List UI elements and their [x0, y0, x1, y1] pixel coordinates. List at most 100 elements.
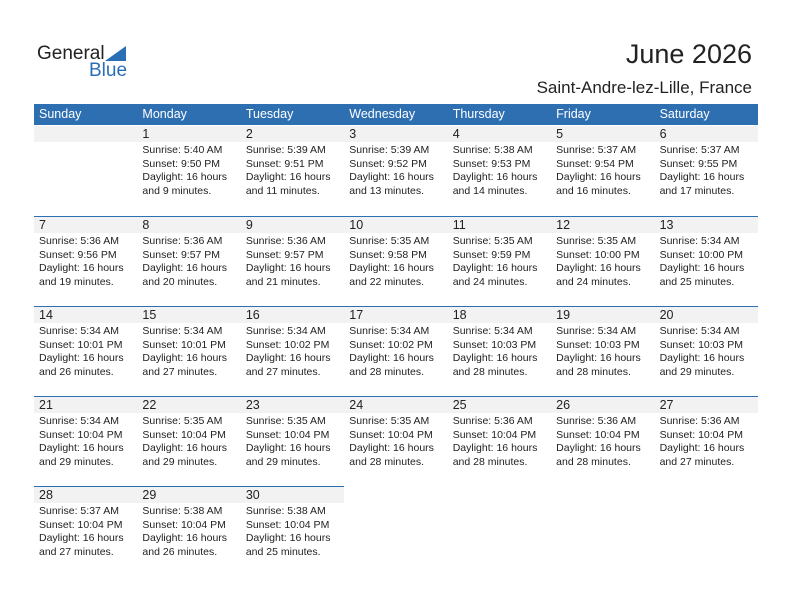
day-cell: 22 Sunrise: 5:35 AM Sunset: 10:04 PM Daylig… [137, 396, 241, 486]
day-info: Sunrise: 5:34 AM Sunset: 10:03 PM Daylight… [551, 323, 654, 379]
sunset-text: Sunset: 10:03 PM [452, 338, 537, 351]
day-number: 18 [447, 307, 552, 323]
day-cell: 20 Sunrise: 5:34 AM Sunset: 10:03 PM Daylig… [654, 306, 758, 396]
day-info: Sunrise: 5:38 AM Sunset: 10:04 PM Daylight… [137, 503, 240, 559]
daylight2-text: and 22 minutes. [349, 275, 424, 288]
daylight2-text: and 27 minutes. [245, 365, 321, 378]
sunset-text: Sunset: 10:04 PM [245, 428, 330, 441]
day-cell: 15 Sunrise: 5:34 AM Sunset: 10:01 PM Daylig… [137, 306, 241, 396]
daylight2-text: and 21 minutes. [245, 275, 321, 288]
day-number: 1 [137, 126, 241, 142]
sunrise-text: Sunrise: 5:35 AM [349, 415, 430, 427]
daylight1-text: Daylight: 16 hours [245, 262, 331, 274]
sunrise-text: Sunrise: 5:37 AM [659, 144, 740, 156]
day-info: Sunrise: 5:36 AM Sunset: 9:56 PM Daylight:… [34, 233, 137, 289]
day-cell: 27 Sunrise: 5:36 AM Sunset: 10:04 PM Daylig… [654, 396, 758, 486]
sunrise-text: Sunrise: 5:34 AM [659, 235, 740, 247]
sunset-text: Sunset: 10:04 PM [659, 428, 744, 441]
daylight2-text: and 28 minutes. [349, 455, 424, 468]
sunset-text: Sunset: 9:50 PM [142, 157, 221, 170]
day-info: Sunrise: 5:35 AM Sunset: 9:58 PM Daylight:… [344, 233, 447, 289]
day-number: 7 [34, 217, 138, 233]
sunrise-text: Sunrise: 5:39 AM [245, 144, 326, 156]
daylight2-text: and 16 minutes. [556, 184, 631, 197]
day-number: 16 [240, 307, 345, 323]
day-info: Sunrise: 5:36 AM Sunset: 10:04 PM Daylight… [551, 413, 654, 469]
day-number: 12 [551, 217, 655, 233]
day-number: 30 [240, 487, 345, 503]
daylight1-text: Daylight: 16 hours [349, 262, 434, 274]
daylight1-text: Daylight: 16 hours [556, 352, 641, 364]
sunrise-text: Sunrise: 5:37 AM [556, 144, 637, 156]
daylight1-text: Daylight: 16 hours [142, 262, 228, 274]
daylight2-text: and 28 minutes. [452, 365, 528, 378]
sunset-text: Sunset: 10:04 PM [39, 518, 123, 531]
day-number: 3 [344, 126, 448, 142]
day-info: Sunrise: 5:35 AM Sunset: 10:04 PM Daylight… [344, 413, 447, 469]
day-cell: 13 Sunrise: 5:34 AM Sunset: 10:00 PM Daylig… [654, 216, 758, 306]
sunset-text: Sunset: 10:04 PM [556, 428, 640, 441]
weekday-header: Sunday Monday Tuesday Wednesday Thursday… [34, 104, 758, 125]
day-info: Sunrise: 5:35 AM Sunset: 10:04 PM Daylight… [241, 413, 344, 469]
sunrise-text: Sunrise: 5:34 AM [39, 325, 119, 337]
logo-text-blue: Blue [89, 60, 128, 81]
day-info: Sunrise: 5:38 AM Sunset: 9:53 PM Daylight:… [448, 142, 551, 198]
day-info: Sunrise: 5:35 AM Sunset: 10:00 PM Daylight… [551, 233, 654, 289]
day-number: 20 [654, 307, 758, 323]
weekday-tuesday: Tuesday [245, 107, 294, 121]
daylight2-text: and 13 minutes. [349, 184, 424, 197]
daylight1-text: Daylight: 16 hours [452, 352, 538, 364]
day-info: Sunrise: 5:34 AM Sunset: 10:03 PM Daylight… [448, 323, 551, 379]
day-cell: 3 Sunrise: 5:39 AM Sunset: 9:52 PM Daylight… [344, 126, 448, 216]
daylight1-text: Daylight: 16 hours [245, 352, 331, 364]
day-cell: 1 Sunrise: 5:40 AM Sunset: 9:50 PM Daylight… [137, 126, 241, 216]
sunset-text: Sunset: 10:00 PM [556, 248, 640, 261]
day-info: Sunrise: 5:36 AM Sunset: 10:04 PM Daylight… [655, 413, 758, 469]
day-cell: 18 Sunrise: 5:34 AM Sunset: 10:03 PM Daylig… [447, 306, 552, 396]
daylight1-text: Daylight: 16 hours [556, 442, 641, 454]
sunset-text: Sunset: 9:59 PM [452, 248, 531, 261]
sunrise-text: Sunrise: 5:36 AM [556, 415, 637, 427]
daylight2-text: and 29 minutes. [39, 455, 114, 468]
daylight2-text: and 25 minutes. [245, 545, 321, 558]
daylight2-text: and 28 minutes. [556, 455, 631, 468]
day-cell: 28 Sunrise: 5:37 AM Sunset: 10:04 PM Daylig… [34, 486, 138, 576]
day-cell: 16 Sunrise: 5:34 AM Sunset: 10:02 PM Daylig… [240, 306, 345, 396]
day-number: 15 [137, 307, 241, 323]
daylight2-text: and 26 minutes. [142, 545, 218, 558]
day-info: Sunrise: 5:34 AM Sunset: 10:00 PM Daylight… [655, 233, 758, 289]
sunrise-text: Sunrise: 5:35 AM [142, 415, 223, 427]
daylight2-text: and 26 minutes. [39, 365, 114, 378]
daylight1-text: Daylight: 16 hours [556, 262, 641, 274]
day-cell: 26 Sunrise: 5:36 AM Sunset: 10:04 PM Daylig… [551, 396, 655, 486]
sunrise-text: Sunrise: 5:34 AM [142, 325, 223, 337]
daylight2-text: and 28 minutes. [556, 365, 631, 378]
sunrise-text: Sunrise: 5:34 AM [39, 415, 119, 427]
sunset-text: Sunset: 9:55 PM [659, 157, 738, 170]
daylight2-text: and 29 minutes. [659, 365, 735, 378]
weekday-sunday: Sunday [39, 107, 82, 121]
sunrise-text: Sunrise: 5:34 AM [245, 325, 326, 337]
day-number: 25 [447, 397, 552, 413]
sunset-text: Sunset: 9:57 PM [142, 248, 221, 261]
daylight1-text: Daylight: 16 hours [556, 171, 641, 183]
calendar-grid: 1 Sunrise: 5:40 AM Sunset: 9:50 PM Daylight… [34, 126, 758, 576]
day-number: 10 [344, 217, 448, 233]
daylight1-text: Daylight: 16 hours [39, 532, 124, 544]
sunrise-text: Sunrise: 5:36 AM [245, 235, 326, 247]
sunset-text: Sunset: 9:56 PM [39, 248, 117, 261]
day-number: 27 [654, 397, 758, 413]
day-cell: 8 Sunrise: 5:36 AM Sunset: 9:57 PM Daylight… [137, 216, 241, 306]
daylight2-text: and 24 minutes. [452, 275, 528, 288]
sunrise-text: Sunrise: 5:34 AM [659, 325, 740, 337]
daylight2-text: and 19 minutes. [39, 275, 114, 288]
daylight1-text: Daylight: 16 hours [452, 262, 538, 274]
day-cell: 10 Sunrise: 5:35 AM Sunset: 9:58 PM Dayligh… [344, 216, 448, 306]
day-info: Sunrise: 5:37 AM Sunset: 9:54 PM Daylight:… [551, 142, 654, 198]
daylight1-text: Daylight: 16 hours [39, 442, 124, 454]
daylight2-text: and 29 minutes. [245, 455, 321, 468]
day-cell: 5 Sunrise: 5:37 AM Sunset: 9:54 PM Daylight… [551, 126, 655, 216]
day-info: Sunrise: 5:34 AM Sunset: 10:02 PM Daylight… [344, 323, 447, 379]
day-number: 23 [240, 397, 345, 413]
daylight1-text: Daylight: 16 hours [659, 352, 745, 364]
